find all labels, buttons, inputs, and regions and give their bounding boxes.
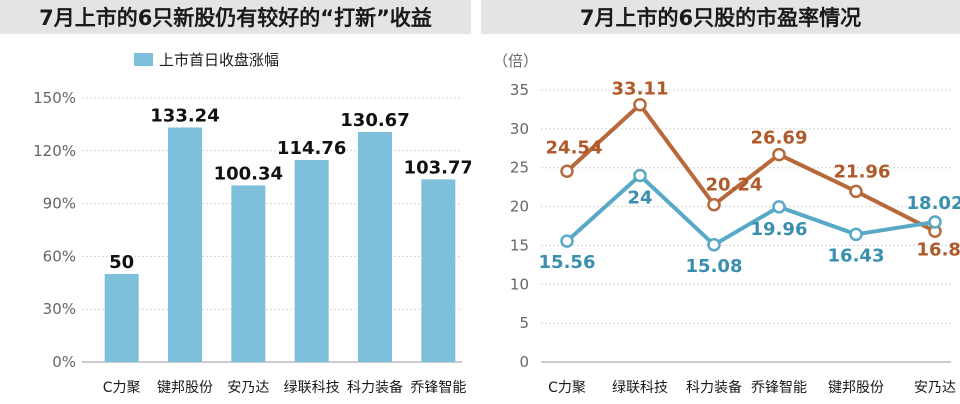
series-orange-data-label: 20.24 <box>706 175 763 196</box>
bar <box>294 160 329 362</box>
bar-value-label: 130.67 <box>340 110 409 131</box>
line-chart-panel: 7月上市的6只股的市盈率情况 （倍） 0 5 10 15 20 25 30 35 24.54 3… <box>481 0 960 404</box>
series-orange-data-label: 24.54 <box>546 137 603 158</box>
line-y-tick-label: 20 <box>510 198 529 216</box>
bar-x-category-label: 键邦股份 <box>157 380 213 396</box>
series-blue-data-label: 15.56 <box>539 252 596 273</box>
series-blue-line <box>565 173 936 247</box>
bar-value-label: 100.34 <box>214 163 283 184</box>
series-orange-point <box>707 197 721 212</box>
series-blue-data-label: 18.02 <box>907 193 960 214</box>
line-y-tick-label: 10 <box>510 275 529 293</box>
line-y-tick-label: 0 <box>519 353 529 371</box>
line-y-tick-label: 25 <box>510 159 529 177</box>
series-blue-point <box>707 238 721 252</box>
bar-y-tick-label: 60% <box>43 247 76 265</box>
series-blue-data-label: 19.96 <box>751 219 808 240</box>
bar-chart: 0% 30% 60% 90% 120% 150% 50 133.24 100.34 114.76… <box>33 51 471 396</box>
series-blue-data-label: 15.08 <box>686 256 743 277</box>
line-x-category-label: 科力装备 <box>686 379 742 396</box>
series-blue-data-label: 16.43 <box>828 245 885 266</box>
bar-x-category-label: C力聚 <box>103 380 141 396</box>
line-y-tick-label: 5 <box>519 314 529 332</box>
series-orange-data-label: 21.96 <box>834 161 891 182</box>
bar-x-categories: C力聚 键邦股份 安乃达 绿联科技 科力装备 乔锋智能 <box>103 379 467 396</box>
legend-swatch <box>134 53 153 66</box>
line-gridlines <box>541 89 951 363</box>
series-blue-point <box>633 168 647 183</box>
line-y-tick-label: 15 <box>510 236 529 254</box>
bar-value-label: 103.77 <box>404 157 471 178</box>
line-x-category-label: 绿联科技 <box>612 380 668 396</box>
bar <box>168 127 202 363</box>
line-y-ticks: 0 5 10 15 20 25 30 35 <box>510 81 529 371</box>
bar <box>421 179 456 362</box>
bar-y-tick-label: 30% <box>43 300 76 318</box>
bar-x-category-label: 安乃达 <box>227 380 269 396</box>
line-x-category-label: 键邦股份 <box>828 380 884 396</box>
series-orange-point <box>633 97 647 112</box>
line-x-category-label: 乔锋智能 <box>751 380 807 396</box>
bar <box>358 132 392 362</box>
series-blue-point <box>772 200 786 214</box>
bar-gridlines <box>82 97 462 363</box>
line-y-tick-label: 30 <box>510 120 529 138</box>
bar <box>104 274 139 362</box>
y-unit-label: （倍） <box>493 52 538 70</box>
bar-value-label: 133.24 <box>150 105 219 126</box>
bar-x-category-label: 科力装备 <box>347 379 403 396</box>
bar-chart-title: 7月上市的6只新股仍有较好的“打新”收益 <box>0 0 471 34</box>
bar-value-label: 50 <box>109 252 134 273</box>
line-x-category-label: 安乃达 <box>914 380 956 396</box>
series-orange-line <box>565 102 936 234</box>
bar-y-tick-label: 120% <box>33 142 76 160</box>
bar-chart-panel: 7月上市的6只新股仍有较好的“打新”收益 0% 30% 60% 90% 120% 150%… <box>0 0 471 404</box>
bar-y-tick-label: 90% <box>43 195 76 213</box>
line-chart-title: 7月上市的6只股的市盈率情况 <box>481 0 960 34</box>
bar-y-tick-label: 0% <box>52 353 76 371</box>
series-orange-point <box>772 147 786 162</box>
series-blue-data-label: 24 <box>627 187 652 208</box>
line-x-categories: C力聚 绿联科技 科力装备 乔锋智能 键邦股份 安乃达 <box>548 379 956 396</box>
series-orange-data-label: 16.82 <box>917 239 960 260</box>
series-blue-point <box>849 227 863 242</box>
series-orange-point <box>560 164 574 179</box>
series-orange-data-label: 26.69 <box>751 128 808 149</box>
series-orange-data-label: 33.11 <box>612 79 669 100</box>
bar-series: 50 133.24 100.34 114.76 130.67 103.77 <box>104 105 471 363</box>
legend-label: 上市首日收盘涨幅 <box>159 51 279 69</box>
series-orange-point <box>849 184 863 199</box>
line-series: 24.54 33.11 20.24 26.69 21.96 16.82 15.56 24 15.… <box>539 79 960 277</box>
series-blue-point <box>928 215 942 229</box>
bar-y-ticks: 0% 30% 60% 90% 120% 150% <box>33 89 76 371</box>
line-x-category-label: C力聚 <box>548 380 586 396</box>
bar-x-category-label: 乔锋智能 <box>410 380 466 396</box>
bar <box>231 185 266 362</box>
series-blue-point <box>560 234 574 248</box>
bar-value-label: 114.76 <box>277 138 346 159</box>
bar-x-category-label: 绿联科技 <box>284 380 340 396</box>
line-y-tick-label: 35 <box>510 81 529 99</box>
bar-y-tick-label: 150% <box>33 89 76 107</box>
